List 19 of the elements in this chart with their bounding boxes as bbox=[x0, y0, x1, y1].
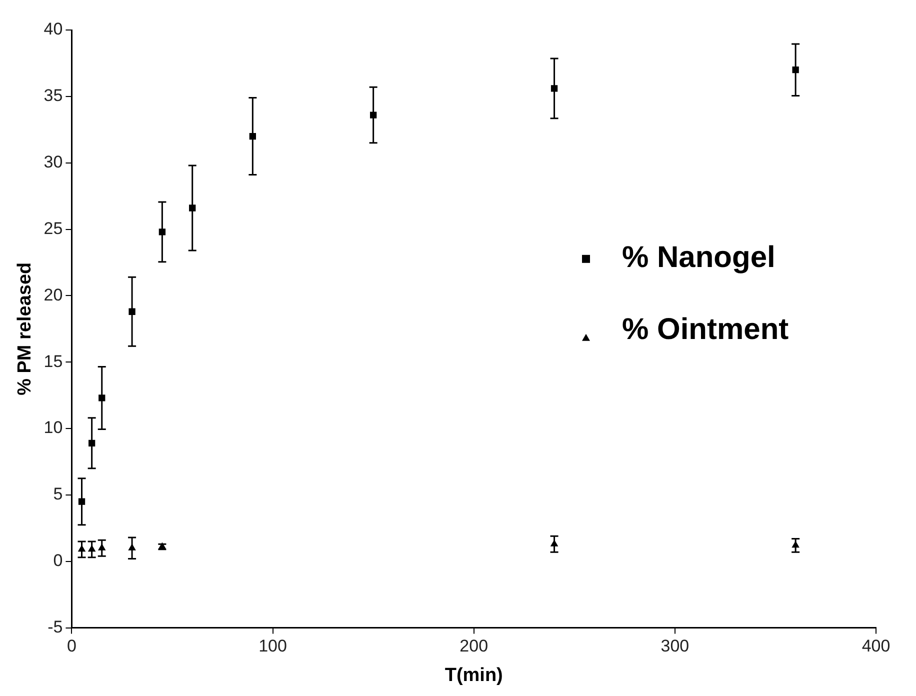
y-tick-label: 5 bbox=[53, 484, 63, 504]
y-tick-label: 0 bbox=[53, 551, 63, 570]
y-tick-label: -5 bbox=[48, 617, 63, 636]
y-tick-label: 25 bbox=[44, 218, 63, 238]
y-tick-label: 15 bbox=[44, 352, 63, 371]
x-tick-label: 0 bbox=[66, 636, 76, 656]
x-tick-label: 100 bbox=[258, 636, 287, 656]
y-tick-label: 40 bbox=[44, 20, 63, 39]
y-tick-label: 30 bbox=[44, 152, 63, 172]
y-tick-label: 35 bbox=[44, 86, 63, 106]
x-tick-label: 300 bbox=[660, 636, 690, 656]
x-tick-label: 200 bbox=[460, 636, 488, 656]
legend-label: % Ointment bbox=[622, 313, 789, 346]
x-tick-label: 400 bbox=[862, 636, 890, 656]
y-axis-title: % PM released bbox=[14, 262, 36, 396]
legend-label: % Nanogel bbox=[622, 241, 776, 274]
x-axis-title: T(min) bbox=[444, 664, 503, 686]
y-tick-label: 20 bbox=[44, 285, 63, 304]
y-tick-label: 10 bbox=[44, 418, 63, 438]
